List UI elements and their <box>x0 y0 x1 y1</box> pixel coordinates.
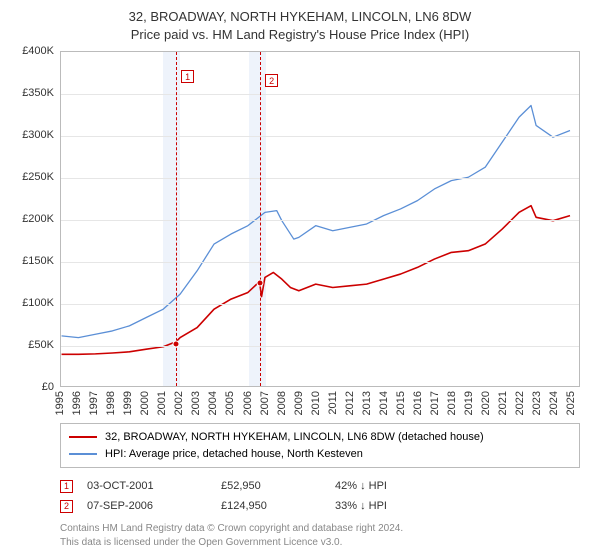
sale-marker-icon: 1 <box>60 480 73 493</box>
x-tick-label: 2010 <box>310 391 322 415</box>
y-tick-label: £200K <box>22 213 54 225</box>
y-tick-label: £150K <box>22 255 54 267</box>
x-tick-label: 2004 <box>207 391 219 415</box>
y-tick-label: £250K <box>22 171 54 183</box>
x-tick-label: 2007 <box>259 391 271 415</box>
x-tick-label: 2005 <box>224 391 236 415</box>
x-tick-label: 1998 <box>105 391 117 415</box>
x-tick-label: 1999 <box>122 391 134 415</box>
x-tick-label: 2002 <box>173 391 185 415</box>
legend-label: HPI: Average price, detached house, Nort… <box>105 446 363 463</box>
legend-item-hpi: HPI: Average price, detached house, Nort… <box>69 446 571 463</box>
x-tick-label: 2019 <box>463 391 475 415</box>
y-tick-label: £0 <box>42 381 54 393</box>
footer-attribution: Contains HM Land Registry data © Crown c… <box>60 522 580 549</box>
x-tick-label: 2024 <box>548 391 560 415</box>
chart-title: 32, BROADWAY, NORTH HYKEHAM, LINCOLN, LN… <box>12 8 588 43</box>
chart-box: 12 £0£50K£100K£150K£200K£250K£300K£350K£… <box>12 47 588 417</box>
plot-area: 12 <box>60 51 580 387</box>
x-tick-label: 1996 <box>71 391 83 415</box>
y-tick-label: £400K <box>22 45 54 57</box>
line-series-svg <box>61 52 579 386</box>
x-tick-label: 2013 <box>361 391 373 415</box>
series-hpi <box>62 106 570 338</box>
x-tick-label: 2018 <box>446 391 458 415</box>
sale-price: £52,950 <box>221 480 321 492</box>
x-tick-label: 2016 <box>412 391 424 415</box>
x-tick-label: 2023 <box>531 391 543 415</box>
chart-sale-marker: 2 <box>265 74 278 87</box>
sale-diff: 33% ↓ HPI <box>335 500 435 512</box>
x-tick-label: 2001 <box>156 391 168 415</box>
sale-date: 03-OCT-2001 <box>87 480 207 492</box>
x-tick-label: 2006 <box>242 391 254 415</box>
x-tick-label: 2021 <box>497 391 509 415</box>
x-tick-label: 2008 <box>276 391 288 415</box>
series-property <box>62 206 570 355</box>
sales-table: 1 03-OCT-2001 £52,950 42% ↓ HPI 2 07-SEP… <box>60 476 580 516</box>
chart-sale-marker: 1 <box>181 70 194 83</box>
legend-swatch <box>69 436 97 438</box>
y-tick-label: £300K <box>22 129 54 141</box>
y-tick-label: £100K <box>22 297 54 309</box>
y-tick-label: £50K <box>28 339 54 351</box>
sale-row: 2 07-SEP-2006 £124,950 33% ↓ HPI <box>60 496 580 516</box>
sale-date: 07-SEP-2006 <box>87 500 207 512</box>
sale-dot <box>257 280 264 287</box>
title-address: 32, BROADWAY, NORTH HYKEHAM, LINCOLN, LN… <box>12 8 588 26</box>
x-tick-label: 2022 <box>514 391 526 415</box>
sale-row: 1 03-OCT-2001 £52,950 42% ↓ HPI <box>60 476 580 496</box>
x-tick-label: 2017 <box>429 391 441 415</box>
legend-label: 32, BROADWAY, NORTH HYKEHAM, LINCOLN, LN… <box>105 429 484 446</box>
x-tick-label: 1997 <box>88 391 100 415</box>
title-subtitle: Price paid vs. HM Land Registry's House … <box>12 26 588 44</box>
chart-container: 32, BROADWAY, NORTH HYKEHAM, LINCOLN, LN… <box>0 0 600 560</box>
x-tick-label: 2012 <box>344 391 356 415</box>
sale-marker-icon: 2 <box>60 500 73 513</box>
sale-diff: 42% ↓ HPI <box>335 480 435 492</box>
x-tick-label: 2003 <box>190 391 202 415</box>
x-tick-label: 2009 <box>293 391 305 415</box>
sale-price: £124,950 <box>221 500 321 512</box>
x-tick-label: 2011 <box>327 391 339 415</box>
sale-dot <box>173 340 180 347</box>
y-tick-label: £350K <box>22 87 54 99</box>
legend: 32, BROADWAY, NORTH HYKEHAM, LINCOLN, LN… <box>60 423 580 468</box>
x-tick-label: 2014 <box>378 391 390 415</box>
legend-item-property: 32, BROADWAY, NORTH HYKEHAM, LINCOLN, LN… <box>69 429 571 446</box>
footer-line: This data is licensed under the Open Gov… <box>60 536 580 550</box>
x-tick-label: 2000 <box>139 391 151 415</box>
footer-line: Contains HM Land Registry data © Crown c… <box>60 522 580 536</box>
legend-swatch <box>69 453 97 455</box>
x-tick-label: 2020 <box>480 391 492 415</box>
x-tick-label: 2025 <box>565 391 577 415</box>
x-tick-label: 1995 <box>54 391 66 415</box>
x-tick-label: 2015 <box>395 391 407 415</box>
